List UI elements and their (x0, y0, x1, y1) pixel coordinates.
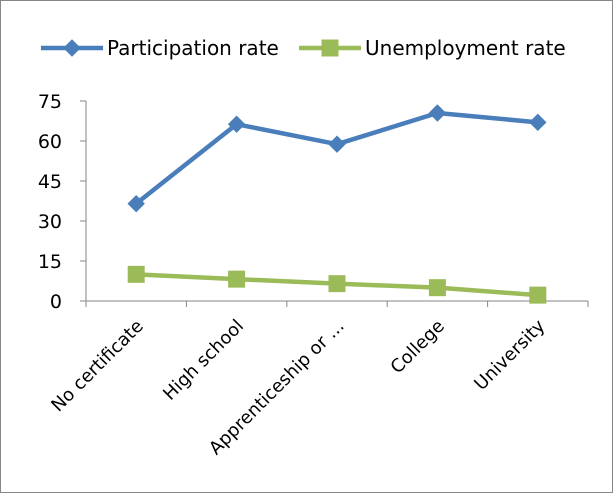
y-tick-label: 45 (38, 171, 62, 193)
data-point (529, 113, 547, 132)
data-point (428, 104, 447, 122)
legend: Participation rate Unemployment rate (41, 36, 566, 60)
x-tick-label: College (387, 316, 449, 378)
data-point (127, 194, 145, 213)
legend-label: Participation rate (107, 36, 279, 60)
x-tick-label: No certificate (47, 316, 147, 416)
data-point (428, 279, 446, 297)
data-point (529, 286, 547, 304)
y-tick-label: 75 (38, 91, 62, 113)
legend-marker (321, 39, 339, 57)
y-tick-label: 60 (38, 131, 62, 153)
legend-marker (63, 39, 81, 57)
y-axis: 0 15 30 45 60 75 (38, 91, 87, 313)
x-tick-label: University (470, 315, 549, 394)
x-tick-label: High school (159, 316, 248, 405)
x-axis: No certificate High schoolApprenticeship … (47, 300, 589, 459)
series-layer (127, 104, 547, 304)
series-line (134, 110, 539, 206)
data-point (328, 275, 346, 293)
data-point (328, 135, 346, 153)
legend-item: Unemployment rate (299, 36, 566, 60)
series-participation-rate (127, 104, 547, 213)
data-point (228, 270, 246, 288)
data-point (127, 265, 145, 283)
y-tick-label: 30 (38, 211, 62, 233)
y-tick-label: 0 (50, 291, 62, 313)
legend-item: Participation rate (41, 36, 279, 60)
series-unemployment-rate (127, 265, 547, 304)
data-point (227, 115, 246, 133)
legend-label: Unemployment rate (365, 36, 566, 60)
y-tick-label: 15 (38, 251, 62, 273)
